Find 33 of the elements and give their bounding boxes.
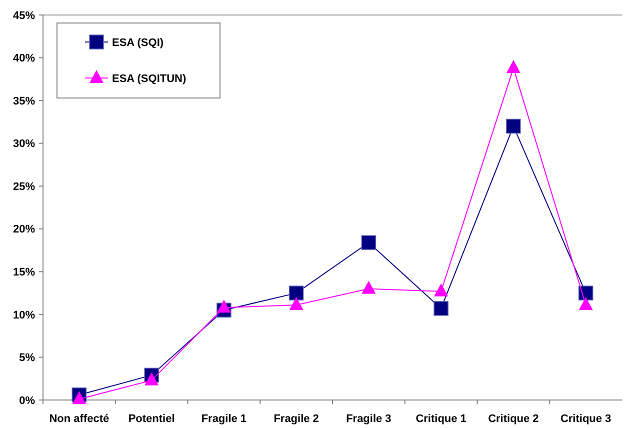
y-tick-label: 20% <box>12 224 36 236</box>
point <box>506 118 521 134</box>
y-tick-label: 40% <box>12 52 36 65</box>
point <box>362 280 376 294</box>
point <box>216 300 231 313</box>
point <box>578 286 594 300</box>
y-tick-label: 30% <box>12 138 36 150</box>
point <box>288 286 304 300</box>
y-tick-label: 10% <box>12 309 36 322</box>
legend-label: ESA (SQI) <box>112 36 164 49</box>
x-tick-label: Non affecté <box>49 413 110 425</box>
y-tick-label: 45% <box>12 10 36 22</box>
x-tick-label: Critique 3 <box>560 413 612 425</box>
point <box>434 301 448 316</box>
point <box>289 297 304 310</box>
point <box>361 235 376 250</box>
x-tick-label: Critique 1 <box>416 413 466 425</box>
x-tick-label: Critique 2 <box>488 413 539 425</box>
x-tick-label: Fragile 3 <box>346 413 392 425</box>
point <box>434 283 448 296</box>
y-tick-label: 15% <box>12 266 36 279</box>
x-tick-label: Fragile 2 <box>274 413 319 425</box>
point <box>144 372 159 386</box>
point <box>72 391 86 404</box>
y-tick-label: 0% <box>19 394 36 407</box>
point <box>506 60 520 74</box>
y-tick-label: 5% <box>19 352 36 364</box>
legend-label: ESA (SQITUN) <box>112 72 186 85</box>
y-tick-label: 25% <box>12 180 36 193</box>
x-tick-label: Potentiel <box>128 413 175 425</box>
point <box>578 297 593 310</box>
y-tick-label: 35% <box>12 95 36 108</box>
x-tick-label: Fragile 1 <box>201 413 247 425</box>
